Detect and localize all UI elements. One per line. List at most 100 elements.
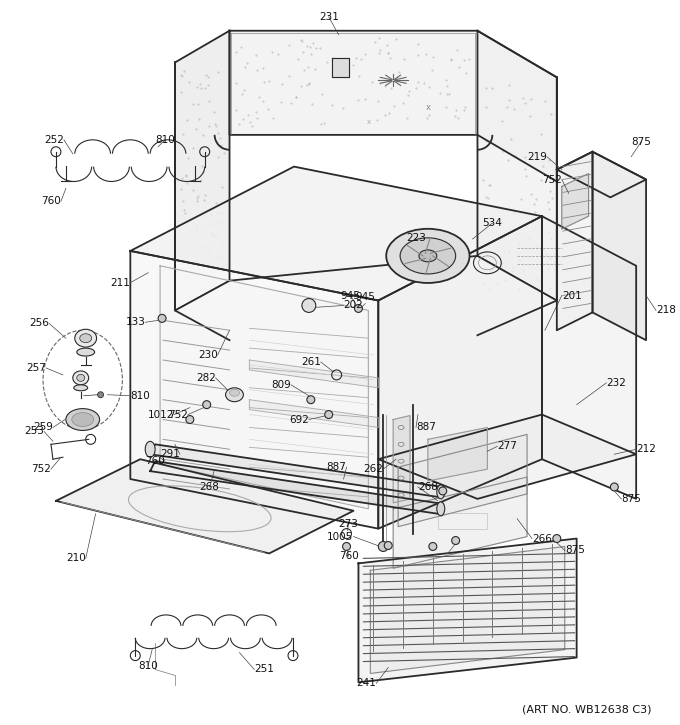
Polygon shape	[378, 216, 542, 529]
Ellipse shape	[386, 229, 469, 283]
Text: 218: 218	[656, 305, 676, 315]
Polygon shape	[131, 251, 378, 529]
Text: 266: 266	[532, 534, 552, 544]
Text: 291: 291	[160, 450, 180, 459]
Text: 268: 268	[200, 482, 220, 492]
Ellipse shape	[146, 442, 155, 457]
Text: 752: 752	[542, 175, 562, 184]
Ellipse shape	[77, 374, 85, 381]
Circle shape	[378, 542, 388, 552]
Text: 210: 210	[66, 553, 86, 563]
Circle shape	[203, 401, 211, 409]
Text: 252: 252	[44, 135, 64, 145]
Circle shape	[302, 299, 316, 312]
Text: 760: 760	[339, 552, 358, 561]
Text: 232: 232	[607, 378, 626, 388]
Ellipse shape	[437, 502, 445, 515]
Circle shape	[439, 487, 447, 495]
Circle shape	[325, 410, 333, 418]
Text: 1012: 1012	[148, 410, 174, 420]
Text: 273: 273	[339, 518, 358, 529]
Circle shape	[186, 415, 194, 423]
Circle shape	[158, 315, 166, 323]
Circle shape	[452, 536, 460, 544]
Text: 887: 887	[326, 462, 347, 472]
Polygon shape	[150, 444, 443, 497]
Text: x: x	[367, 119, 371, 125]
Polygon shape	[562, 173, 589, 229]
Text: 262: 262	[363, 464, 384, 474]
Text: 760: 760	[146, 456, 165, 466]
Text: 251: 251	[254, 665, 274, 674]
Text: 230: 230	[198, 350, 218, 360]
Text: 875: 875	[565, 545, 585, 555]
Circle shape	[611, 483, 618, 491]
Bar	[447, 461, 507, 481]
Circle shape	[429, 542, 437, 550]
Polygon shape	[557, 152, 646, 197]
Polygon shape	[477, 30, 557, 300]
Text: 211: 211	[110, 278, 131, 288]
Text: 282: 282	[196, 373, 216, 383]
Text: 219: 219	[527, 152, 547, 162]
Text: 259: 259	[33, 423, 53, 433]
Ellipse shape	[73, 371, 88, 385]
Bar	[438, 513, 488, 529]
Polygon shape	[393, 415, 410, 503]
Text: 257: 257	[26, 363, 46, 373]
Text: 1005: 1005	[327, 531, 354, 542]
Circle shape	[307, 396, 315, 404]
Polygon shape	[250, 399, 378, 428]
Polygon shape	[557, 152, 592, 331]
Text: 261: 261	[301, 357, 321, 367]
Text: 212: 212	[636, 444, 656, 455]
Text: 760: 760	[41, 196, 61, 207]
Polygon shape	[542, 216, 636, 499]
Text: 202: 202	[343, 300, 363, 310]
Text: 752: 752	[168, 410, 188, 420]
Circle shape	[354, 304, 362, 312]
Circle shape	[343, 542, 350, 550]
Text: (ART NO. WB12638 C3): (ART NO. WB12638 C3)	[522, 704, 651, 714]
Ellipse shape	[66, 409, 99, 431]
Text: 534: 534	[482, 218, 503, 228]
Text: 692: 692	[289, 415, 309, 425]
Text: 945: 945	[356, 291, 375, 302]
Text: 875: 875	[631, 137, 651, 147]
Ellipse shape	[74, 385, 88, 391]
Polygon shape	[56, 459, 354, 553]
Ellipse shape	[400, 238, 456, 274]
Text: x: x	[426, 103, 430, 112]
Polygon shape	[398, 434, 527, 526]
Ellipse shape	[75, 329, 97, 347]
Text: 945: 945	[341, 291, 360, 301]
Polygon shape	[230, 30, 557, 181]
Circle shape	[98, 392, 103, 398]
Text: 752: 752	[31, 464, 51, 474]
Polygon shape	[371, 547, 565, 674]
Polygon shape	[150, 461, 443, 514]
Text: 887: 887	[416, 423, 436, 433]
Text: 277: 277	[497, 442, 517, 451]
Circle shape	[553, 534, 561, 542]
Text: 223: 223	[406, 233, 426, 243]
Text: 201: 201	[562, 291, 581, 301]
Ellipse shape	[72, 413, 94, 426]
Ellipse shape	[230, 389, 239, 397]
Ellipse shape	[419, 250, 437, 262]
Text: 810: 810	[131, 391, 150, 401]
Ellipse shape	[226, 388, 243, 402]
Text: 875: 875	[622, 494, 641, 504]
Text: 231: 231	[319, 12, 339, 22]
Polygon shape	[393, 477, 527, 568]
Text: 810: 810	[138, 660, 158, 671]
Text: 268: 268	[418, 482, 438, 492]
Polygon shape	[592, 152, 646, 340]
Polygon shape	[131, 167, 542, 300]
Polygon shape	[160, 266, 369, 509]
Circle shape	[384, 542, 392, 550]
Text: 810: 810	[155, 135, 175, 145]
Polygon shape	[250, 360, 378, 388]
Ellipse shape	[437, 485, 445, 499]
Text: 809: 809	[271, 380, 291, 390]
